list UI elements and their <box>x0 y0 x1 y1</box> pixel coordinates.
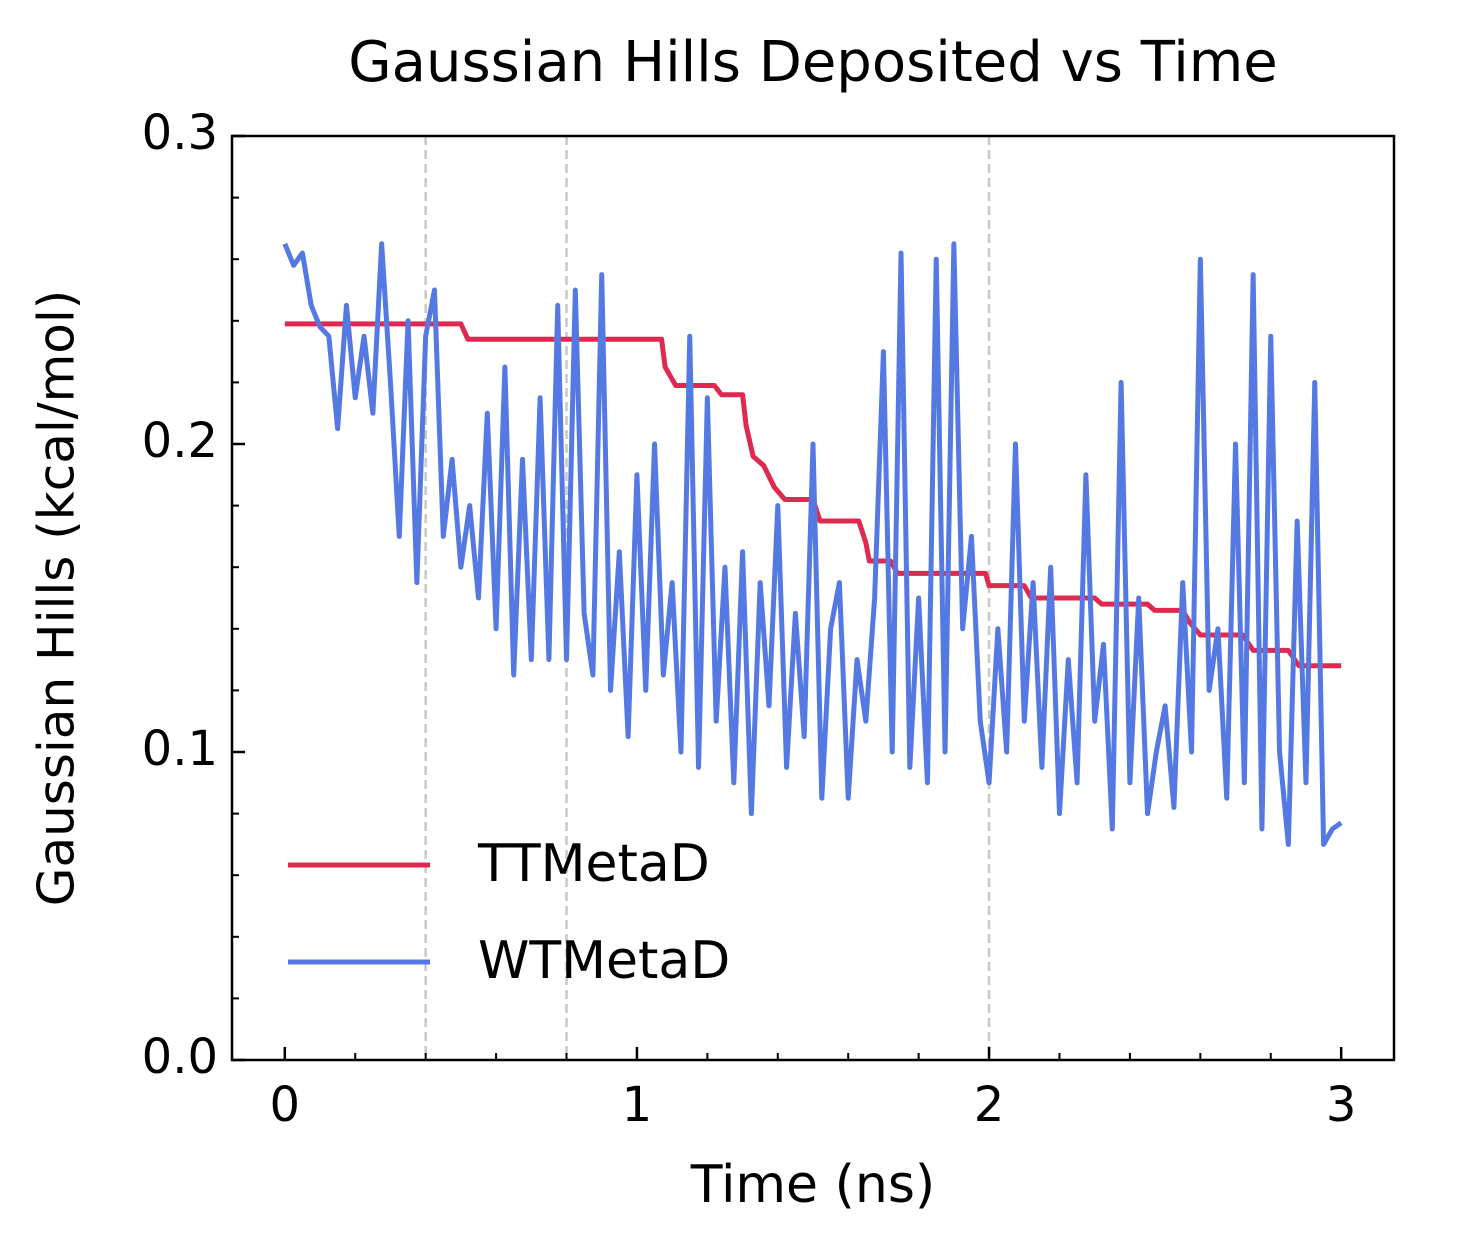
x-axis-label: Time (ns) <box>690 1155 935 1215</box>
y-tick-label: 0.2 <box>142 413 218 469</box>
legend-label: TTMetaD <box>477 834 710 894</box>
x-tick-label: 1 <box>622 1077 653 1133</box>
x-tick-label: 0 <box>270 1077 301 1133</box>
plot-frame <box>230 134 1396 1062</box>
x-tick-label: 3 <box>1326 1077 1357 1133</box>
legend-label: WTMetaD <box>478 931 730 991</box>
data-line <box>282 241 1343 847</box>
y-tick-label: 0.3 <box>142 105 218 161</box>
y-tick-label: 0.1 <box>142 721 218 777</box>
data-line <box>284 321 1342 669</box>
y-axis-label: Gaussian Hills (kcal/mol) <box>28 290 86 907</box>
chart-title: Gaussian Hills Deposited vs Time <box>348 30 1278 95</box>
x-tick-label: 2 <box>974 1077 1005 1133</box>
y-tick-label: 0.0 <box>142 1029 218 1085</box>
